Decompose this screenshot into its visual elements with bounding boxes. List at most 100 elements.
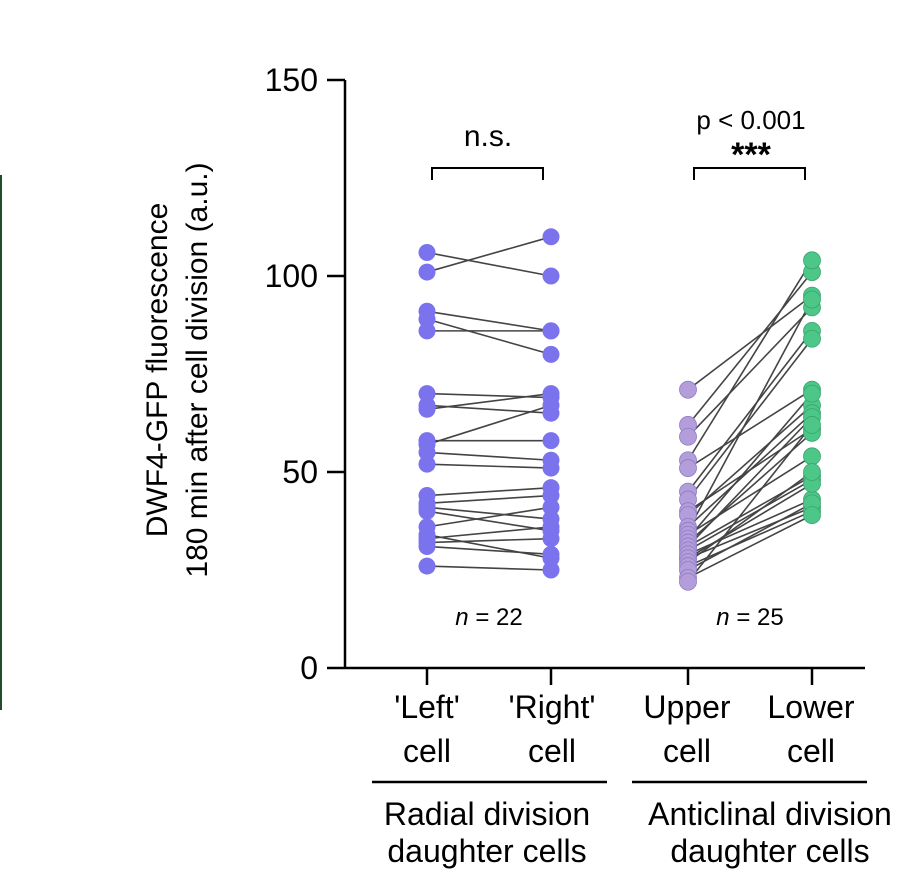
- bracket-radial: [431, 167, 544, 180]
- stars-label: ***: [731, 136, 771, 174]
- anticlinal-pair-line-24: [687, 424, 813, 583]
- anticlinal-pair-line-19: [687, 483, 813, 559]
- radial-point-a-5: [418, 385, 436, 403]
- radial-point-b-9: [542, 396, 560, 414]
- y-tick-label-50: 50: [282, 454, 318, 490]
- anticlinal-pair-line-1: [687, 271, 813, 426]
- anticlinal-point-a-4: [679, 459, 697, 477]
- anticlinal-pair-line-16: [687, 479, 813, 552]
- radial-point-a-15: [418, 502, 436, 520]
- radial-pair-line-7: [426, 392, 552, 411]
- anticlinal-point-b-12: [803, 384, 821, 403]
- radial-point-b-13: [542, 487, 560, 505]
- radial-point-a-3: [418, 310, 436, 328]
- anticlinal-pair-line-4: [687, 389, 813, 469]
- n-label-anticlinal-value: = 25: [730, 604, 784, 631]
- radial-pair-line-12: [426, 486, 552, 497]
- anticlinal-pair-line-11: [687, 455, 813, 536]
- radial-pair-line-3: [426, 318, 552, 356]
- category-label-left-line2: cell: [403, 733, 451, 769]
- anticlinal-pair-line-6: [687, 338, 813, 500]
- anticlinal-pair-line-20: [687, 471, 813, 563]
- radial-pair-line-1: [426, 236, 552, 273]
- axes: [343, 80, 865, 670]
- group-label-anticlinal-line1: Anticlinal division: [648, 796, 892, 832]
- anticlinal-point-b-6: [803, 329, 821, 348]
- radial-pair-line-17: [426, 533, 552, 560]
- n-label-anticlinal-n: n: [716, 604, 729, 631]
- radial-pair-line-13: [426, 494, 552, 505]
- category-label-right-line2: cell: [528, 733, 576, 769]
- radial-point-b-1: [542, 228, 560, 246]
- anticlinal-pair-line-23: [687, 514, 813, 579]
- radial-point-b-20: [542, 545, 560, 563]
- radial-point-b-18: [542, 518, 560, 536]
- anticlinal-pair-line-0: [687, 294, 813, 391]
- radial-pair-line-9: [426, 404, 552, 446]
- anticlinal-pair-line-14: [687, 416, 813, 548]
- x-ticks: [425, 668, 814, 685]
- y-tick-label-100: 100: [265, 258, 318, 294]
- radial-point-b-7: [542, 385, 560, 403]
- anticlinal-pair-line-18: [687, 506, 813, 559]
- points: [418, 228, 821, 591]
- y-axis-label-line2: 180 min after cell division (a.u.): [181, 162, 214, 577]
- anticlinal-pair-line-12: [687, 393, 813, 540]
- anticlinal-pair-line-9: [687, 412, 813, 528]
- n-label-radial: n = 22: [455, 604, 522, 631]
- radial-point-a-1: [418, 263, 436, 281]
- radial-point-a-7: [418, 400, 436, 418]
- radial-point-b-16: [542, 498, 560, 516]
- radial-pair-line-14: [426, 506, 552, 520]
- radial-point-b-4: [542, 322, 560, 340]
- y-ticks: 0 50 100 150: [265, 62, 345, 686]
- anticlinal-point-b-3: [803, 251, 821, 270]
- radial-pair-line-20: [426, 545, 552, 556]
- significance-radial: n.s.: [431, 120, 544, 180]
- radial-point-b-0: [542, 267, 560, 285]
- y-axis-label: DWF4-GFP fluorescence 180 min after cell…: [141, 162, 214, 577]
- anticlinal-pair-line-21: [687, 510, 813, 567]
- anticlinal-point-a-24: [679, 572, 697, 591]
- anticlinal-pair-line-22: [687, 502, 813, 571]
- radial-point-a-11: [418, 455, 436, 473]
- pair-lines: [426, 236, 813, 583]
- anticlinal-point-a-0: [679, 380, 697, 399]
- group-label-radial-line1: Radial division: [384, 796, 590, 832]
- category-label-right-line1: 'Right': [509, 689, 596, 725]
- y-tick-label-0: 0: [300, 650, 318, 686]
- radial-pair-line-19: [426, 537, 552, 544]
- anticlinal-point-b-10: [803, 290, 821, 309]
- radial-point-a-10: [418, 443, 436, 461]
- radial-pair-line-21: [426, 565, 552, 571]
- category-label-lower-line2: cell: [787, 733, 835, 769]
- category-label-lower-line1: Lower: [767, 689, 855, 725]
- radial-point-b-8: [542, 432, 560, 450]
- anticlinal-pair-line-8: [687, 404, 813, 516]
- anticlinal-pair-line-2: [687, 306, 813, 438]
- radial-point-a-0: [418, 243, 436, 261]
- category-label-upper-line2: cell: [663, 733, 711, 769]
- significance-anticlinal: p < 0.001 ***: [693, 105, 806, 180]
- radial-pair-line-11: [426, 463, 552, 469]
- anticlinal-point-b-24: [803, 416, 821, 434]
- ns-label: n.s.: [464, 120, 512, 153]
- anticlinal-point-b-20: [803, 463, 821, 481]
- anticlinal-point-a-2: [679, 427, 697, 446]
- group-labels: Radial division daughter cells Anticlina…: [372, 780, 892, 869]
- y-tick-label-150: 150: [265, 62, 318, 98]
- anticlinal-pair-line-10: [687, 299, 813, 532]
- radial-pair-line-10: [426, 451, 552, 462]
- radial-point-a-21: [418, 557, 436, 575]
- radial-point-b-21: [542, 561, 560, 579]
- anticlinal-pair-line-3: [687, 259, 813, 461]
- category-label-left-line1: 'Left': [394, 689, 460, 725]
- radial-pair-line-15: [426, 510, 552, 532]
- radial-point-b-3: [542, 345, 560, 363]
- category-labels: 'Left' cell 'Right' cell Upper cell Lowe…: [394, 689, 855, 769]
- group-label-radial-line2: daughter cells: [387, 833, 586, 869]
- radial-pair-line-0: [426, 251, 552, 277]
- group-label-anticlinal-line2: daughter cells: [670, 833, 869, 869]
- n-label-anticlinal: n = 25: [716, 604, 783, 631]
